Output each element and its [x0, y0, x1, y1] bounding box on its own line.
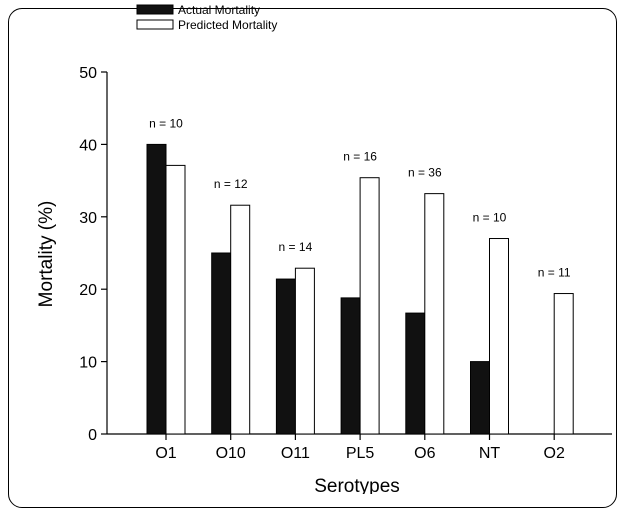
bar-actual-mortality [405, 312, 426, 435]
y-tick-label: 40 [79, 137, 97, 154]
bar-predicted-mortality [359, 177, 380, 435]
category-label: PL5 [346, 445, 375, 462]
bar-predicted-mortality [489, 238, 509, 435]
category-label: O1 [155, 445, 176, 462]
y-tick-label: 50 [79, 65, 97, 82]
sample-size-label: n = 11 [538, 266, 571, 280]
sample-size-label: n = 10 [149, 116, 183, 130]
bar-predicted-mortality [165, 164, 186, 435]
legend-swatch-actual [136, 4, 174, 15]
labels: O1 n = 10 O10 n = 12 O11 n = 14 PL5 n = 16 O6 n =… [149, 116, 571, 462]
y-axis-title: Mortality (%) [36, 201, 57, 308]
y-tick-label: 20 [79, 282, 97, 299]
category-label: O10 [216, 445, 246, 462]
legend-swatch-predicted [136, 19, 174, 30]
sample-size-label: n = 16 [343, 150, 377, 164]
bar-actual-mortality [340, 297, 361, 435]
legend-label-predicted: Predicted Mortality [178, 18, 277, 32]
bar-predicted-mortality [294, 267, 315, 435]
sample-size-label: n = 10 [473, 211, 507, 225]
bar-actual-mortality [211, 252, 232, 435]
y-tick-label: 30 [79, 210, 97, 227]
x-axis-title: Serotypes [314, 476, 400, 494]
bar-chart: Actual Mortality Predicted Mortality Mor… [36, 3, 612, 494]
bar-predicted-mortality [553, 293, 574, 435]
category-label: O6 [414, 445, 435, 462]
bar-predicted-mortality [424, 193, 445, 435]
legend-label-actual: Actual Mortality [178, 3, 260, 17]
sample-size-label: n = 14 [279, 240, 313, 254]
bar-actual-mortality [275, 278, 296, 435]
sample-size-label: n = 12 [214, 177, 248, 191]
category-label: O11 [281, 445, 310, 462]
y-tick-label: 0 [88, 427, 97, 444]
bar-actual-mortality [470, 361, 490, 435]
category-label: O2 [544, 445, 565, 462]
category-label: NT [479, 445, 501, 462]
bar-actual-mortality [146, 143, 167, 435]
bars [146, 143, 574, 435]
sample-size-label: n = 36 [408, 166, 442, 180]
y-tick-label: 10 [79, 355, 97, 372]
axes: 0 10 20 30 40 50 [79, 65, 612, 444]
bar-predicted-mortality [230, 204, 251, 435]
legend: Actual Mortality Predicted Mortality [136, 3, 277, 32]
